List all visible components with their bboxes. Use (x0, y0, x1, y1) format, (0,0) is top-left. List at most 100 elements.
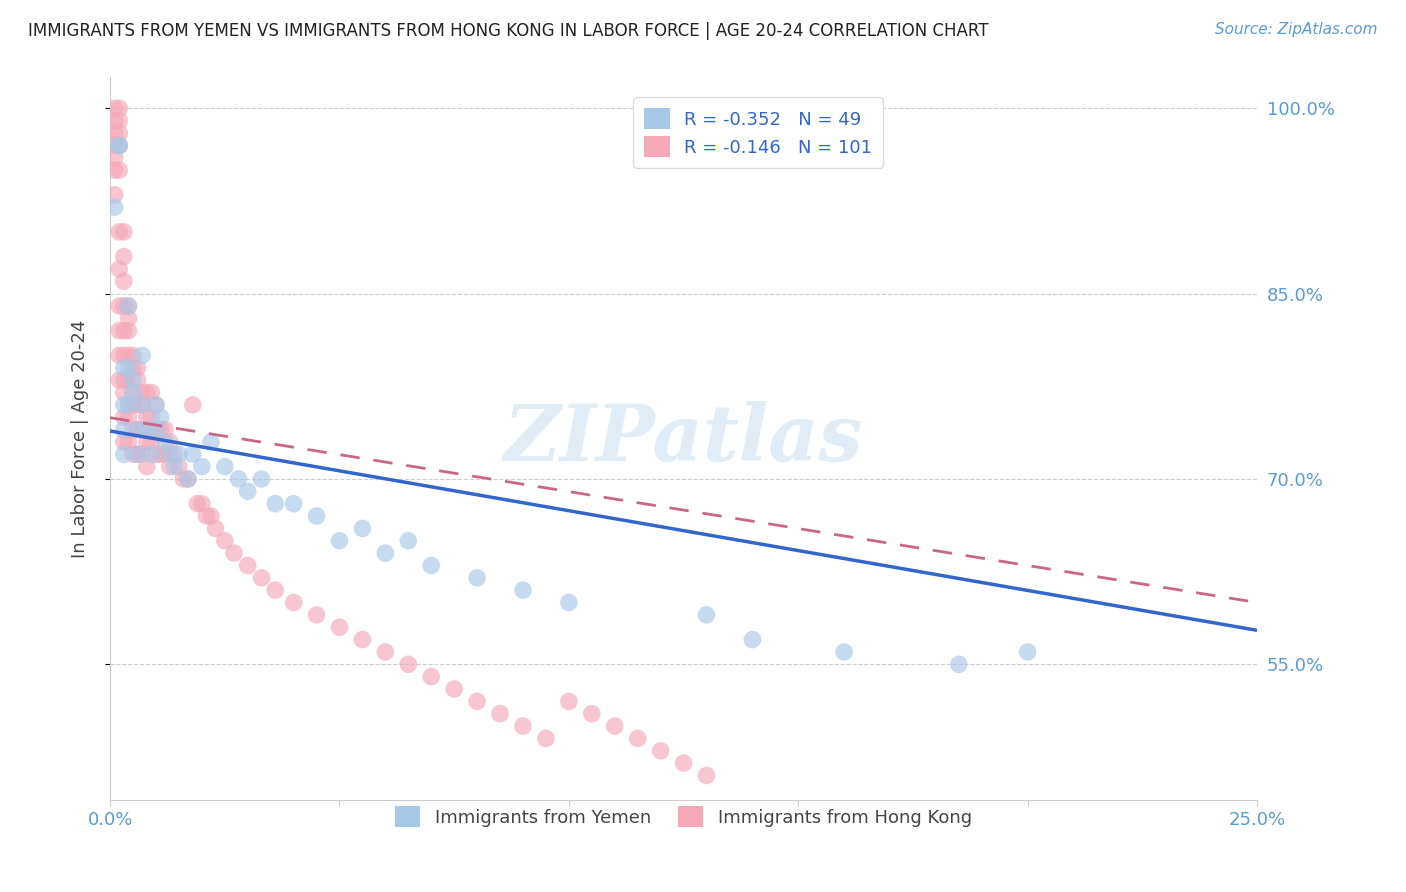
Point (122, 398, 145, 412)
Point (167, 447, 190, 461)
Point (112, 250, 135, 264)
Point (117, 434, 139, 449)
Point (200, 509, 222, 524)
Point (145, 398, 167, 412)
Point (283, 595, 305, 609)
Point (512, 583, 534, 598)
Point (465, 571, 488, 585)
Point (117, 360, 139, 375)
Point (131, 398, 153, 412)
Point (186, 497, 208, 511)
Point (650, 744, 672, 758)
Point (264, 583, 287, 598)
Text: Source: ZipAtlas.com: Source: ZipAtlas.com (1215, 22, 1378, 37)
Point (236, 484, 259, 499)
Point (177, 472, 200, 486)
Point (122, 385, 145, 400)
Point (396, 657, 419, 672)
Point (108, 324, 131, 338)
Point (1017, 645, 1039, 659)
Point (534, 731, 557, 746)
Point (153, 447, 176, 461)
Point (112, 348, 135, 362)
Point (672, 756, 695, 771)
Point (112, 423, 135, 437)
Point (214, 459, 236, 474)
Point (832, 645, 855, 659)
Point (112, 447, 135, 461)
Point (236, 558, 259, 573)
Point (122, 447, 145, 461)
Point (374, 546, 396, 560)
Legend: Immigrants from Yemen, Immigrants from Hong Kong: Immigrants from Yemen, Immigrants from H… (388, 799, 979, 835)
Point (465, 694, 488, 708)
Point (250, 571, 273, 585)
Text: ZIPatlas: ZIPatlas (503, 401, 863, 477)
Point (108, 373, 131, 387)
Point (127, 447, 149, 461)
Point (141, 447, 163, 461)
Point (104, 200, 127, 214)
Point (145, 447, 167, 461)
Point (108, 299, 131, 313)
Point (112, 299, 135, 313)
Point (328, 533, 350, 548)
Point (127, 373, 149, 387)
Point (135, 434, 157, 449)
Point (695, 768, 717, 782)
Point (191, 459, 214, 474)
Point (108, 225, 131, 239)
Point (181, 398, 204, 412)
Point (149, 423, 172, 437)
Y-axis label: In Labor Force | Age 20-24: In Labor Force | Age 20-24 (72, 319, 89, 558)
Point (741, 632, 763, 647)
Point (153, 434, 176, 449)
Point (305, 607, 328, 622)
Point (145, 398, 167, 412)
Point (145, 423, 167, 437)
Point (108, 138, 131, 153)
Point (112, 225, 135, 239)
Point (149, 447, 172, 461)
Point (131, 423, 153, 437)
Point (104, 113, 127, 128)
Point (117, 398, 139, 412)
Point (112, 410, 135, 425)
Point (695, 607, 717, 622)
Point (104, 151, 127, 165)
Point (228, 472, 250, 486)
Point (283, 497, 305, 511)
Point (127, 398, 149, 412)
Point (112, 398, 135, 412)
Point (108, 262, 131, 277)
Point (177, 472, 200, 486)
Point (443, 681, 465, 696)
Point (127, 423, 149, 437)
Point (131, 348, 153, 362)
Point (117, 311, 139, 326)
Point (108, 101, 131, 115)
Point (112, 434, 135, 449)
Point (141, 385, 163, 400)
Point (117, 299, 139, 313)
Point (153, 423, 176, 437)
Point (581, 706, 603, 721)
Point (558, 595, 581, 609)
Point (250, 472, 273, 486)
Point (131, 385, 153, 400)
Point (131, 447, 153, 461)
Point (214, 533, 236, 548)
Point (108, 138, 131, 153)
Point (603, 719, 626, 733)
Point (163, 447, 186, 461)
Point (145, 423, 167, 437)
Point (122, 373, 145, 387)
Point (108, 138, 131, 153)
Point (159, 447, 181, 461)
Point (135, 385, 157, 400)
Point (627, 731, 650, 746)
Point (108, 163, 131, 178)
Point (117, 348, 139, 362)
Point (558, 694, 581, 708)
Point (181, 447, 204, 461)
